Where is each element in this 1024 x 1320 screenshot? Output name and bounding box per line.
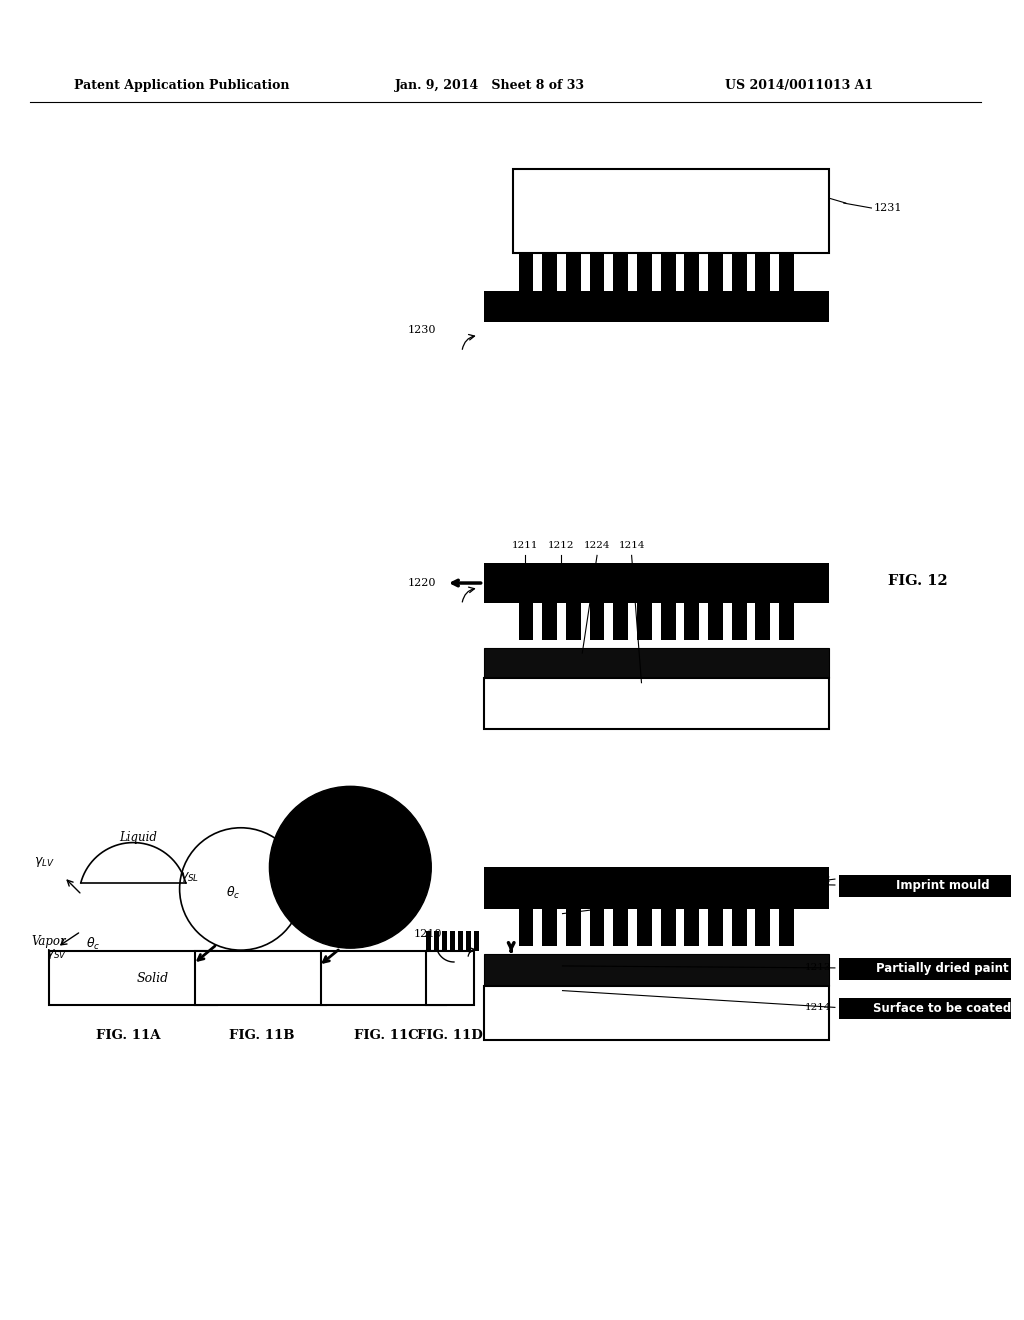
Text: 1230: 1230 — [408, 326, 436, 335]
Text: 1212: 1212 — [547, 541, 573, 550]
Bar — [590, 253, 604, 290]
Bar — [426, 932, 431, 952]
Bar — [839, 875, 1024, 896]
Bar — [637, 603, 652, 640]
Text: Patent Application Publication: Patent Application Publication — [74, 79, 290, 92]
Bar — [483, 867, 829, 908]
Text: $\gamma_{SL}$: $\gamma_{SL}$ — [180, 870, 199, 884]
Text: Solid: Solid — [137, 973, 169, 985]
Text: 1211: 1211 — [805, 880, 830, 890]
Bar — [518, 908, 534, 946]
Text: 1231: 1231 — [873, 203, 902, 213]
Bar — [756, 603, 770, 640]
Bar — [483, 290, 829, 322]
Text: FIG. 11D: FIG. 11D — [417, 1028, 483, 1041]
Bar — [483, 564, 829, 603]
Bar — [660, 253, 676, 290]
Bar — [49, 952, 217, 1006]
Text: 1224: 1224 — [584, 541, 610, 550]
Bar — [434, 932, 439, 952]
Text: Vapor: Vapor — [32, 935, 67, 948]
Bar — [708, 253, 723, 290]
Text: Liquid: Liquid — [119, 832, 157, 843]
Text: FIG. 12: FIG. 12 — [888, 574, 947, 587]
Bar — [543, 253, 557, 290]
Text: Jan. 9, 2014   Sheet 8 of 33: Jan. 9, 2014 Sheet 8 of 33 — [394, 79, 585, 92]
Bar — [518, 603, 534, 640]
Text: Partially dried paint: Partially dried paint — [877, 962, 1009, 975]
Bar — [732, 253, 746, 290]
Text: $\gamma_{LV}$: $\gamma_{LV}$ — [34, 855, 55, 870]
Bar — [613, 908, 628, 946]
Bar — [513, 169, 829, 253]
Bar — [458, 932, 463, 952]
Bar — [637, 908, 652, 946]
Text: FIG. 11B: FIG. 11B — [228, 1028, 294, 1041]
Text: 1213: 1213 — [805, 964, 830, 973]
Text: FIG. 11C: FIG. 11C — [354, 1028, 419, 1041]
Bar — [637, 253, 652, 290]
Bar — [590, 603, 604, 640]
Bar — [839, 998, 1024, 1019]
Circle shape — [269, 787, 431, 948]
Bar — [708, 603, 723, 640]
Text: 1220: 1220 — [408, 578, 436, 587]
Bar — [543, 908, 557, 946]
Text: 1212: 1212 — [805, 875, 830, 883]
Bar — [732, 908, 746, 946]
Text: $\theta_c$: $\theta_c$ — [358, 876, 373, 894]
Bar — [321, 952, 446, 1006]
Bar — [466, 932, 471, 952]
Bar — [474, 932, 478, 952]
Bar — [196, 952, 326, 1006]
Bar — [518, 253, 534, 290]
Bar — [779, 603, 794, 640]
Bar — [566, 908, 581, 946]
Bar — [756, 253, 770, 290]
Bar — [483, 986, 829, 1040]
Text: $\theta_c$: $\theta_c$ — [225, 884, 240, 902]
Text: 1214: 1214 — [805, 1003, 830, 1012]
Bar — [660, 603, 676, 640]
Bar — [684, 253, 699, 290]
Bar — [483, 648, 829, 677]
Bar — [590, 908, 604, 946]
Bar — [684, 908, 699, 946]
Text: 1211: 1211 — [512, 541, 539, 550]
Bar — [839, 958, 1024, 979]
Bar — [442, 932, 447, 952]
Text: FIG. 11A: FIG. 11A — [96, 1028, 161, 1041]
Bar — [756, 908, 770, 946]
Text: Surface to be coated: Surface to be coated — [873, 1002, 1012, 1015]
Bar — [483, 677, 829, 729]
Text: 1214: 1214 — [618, 541, 645, 550]
Bar — [684, 603, 699, 640]
Bar — [779, 253, 794, 290]
Bar — [779, 908, 794, 946]
Text: 1210: 1210 — [414, 929, 442, 940]
Bar — [566, 253, 581, 290]
Bar — [566, 603, 581, 640]
Bar — [426, 952, 474, 1006]
Bar — [543, 603, 557, 640]
Text: Imprint mould: Imprint mould — [896, 879, 989, 892]
Bar — [613, 603, 628, 640]
Text: $\theta_c$: $\theta_c$ — [86, 936, 100, 952]
Bar — [708, 908, 723, 946]
Bar — [613, 253, 628, 290]
Text: US 2014/0011013 A1: US 2014/0011013 A1 — [725, 79, 873, 92]
Bar — [660, 908, 676, 946]
Text: $\gamma_{SV}$: $\gamma_{SV}$ — [45, 946, 67, 961]
Bar — [483, 954, 829, 986]
Bar — [450, 932, 455, 952]
Bar — [732, 603, 746, 640]
